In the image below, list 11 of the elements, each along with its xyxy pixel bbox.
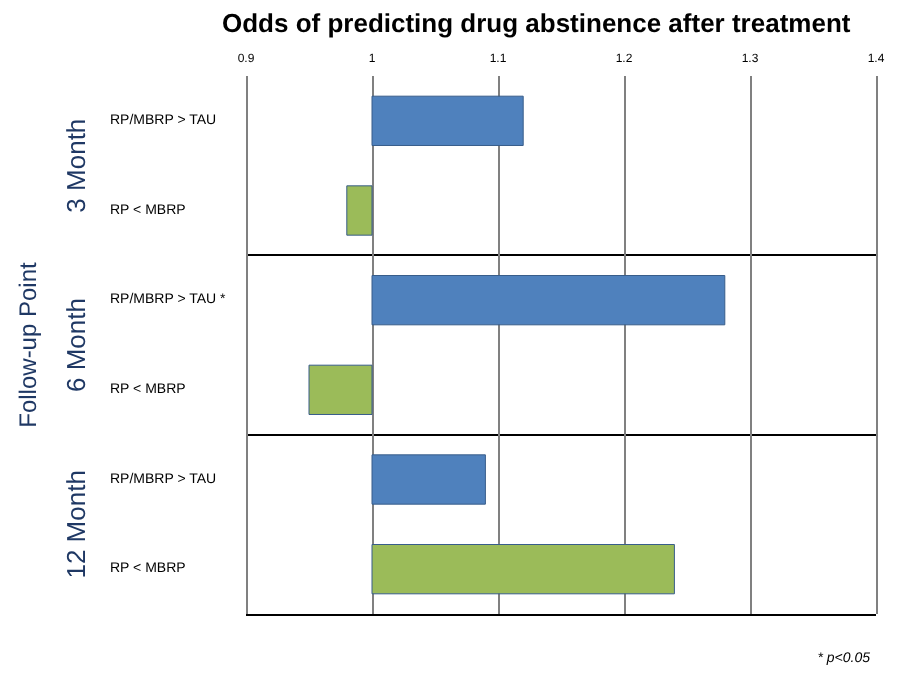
bar xyxy=(371,275,726,326)
bar xyxy=(308,364,373,415)
bar xyxy=(346,185,373,236)
y-axis-title: Follow-up Point xyxy=(14,260,42,428)
text: 3 Month xyxy=(61,118,91,213)
bar xyxy=(371,544,675,595)
text: 12 Month xyxy=(61,470,91,579)
bar xyxy=(371,95,524,146)
bar xyxy=(371,454,486,505)
text: 6 Month xyxy=(61,298,91,392)
chart-title: Odds of predicting drug abstinence after treatment xyxy=(222,8,852,38)
